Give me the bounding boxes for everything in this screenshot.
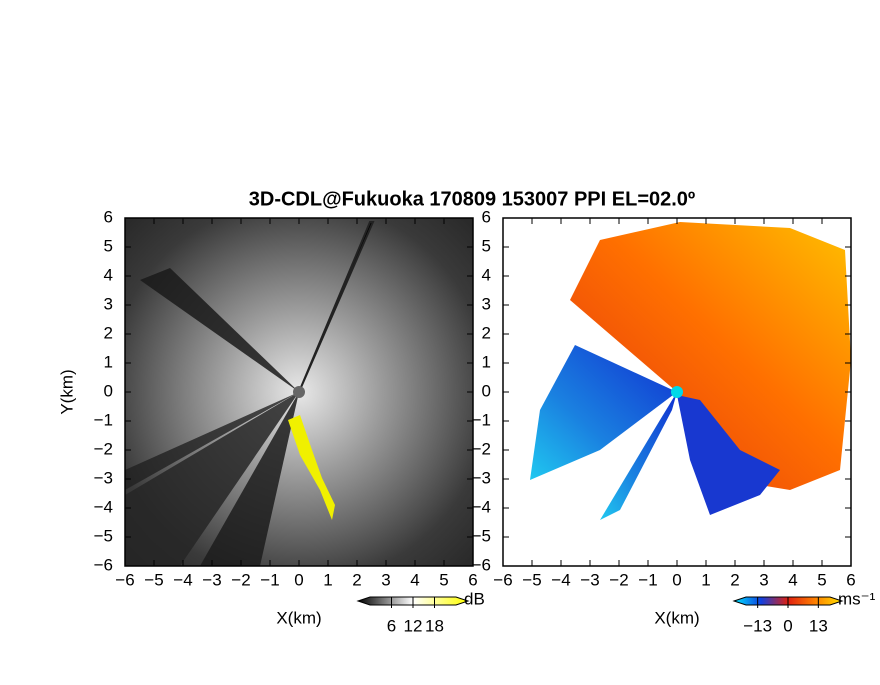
- y-tick-label: −3: [94, 468, 113, 487]
- figure-title: 3D-CDL@Fukuoka 170809 153007 PPI EL=02.0…: [249, 188, 695, 210]
- x-tick-label: −6: [493, 570, 512, 589]
- colorbar-tick-label: −13: [743, 616, 772, 635]
- y-tick-label: 1: [104, 352, 113, 371]
- y-axis-label: Y(km): [57, 369, 76, 414]
- y-tick-label: 0: [104, 381, 113, 400]
- x-tick-label: 1: [701, 570, 710, 589]
- y-tick-label: −1: [472, 410, 491, 429]
- y-tick-label: −5: [94, 526, 113, 545]
- x-tick-label: 5: [439, 570, 448, 589]
- y-tick-label: −1: [94, 410, 113, 429]
- colorbar-tick-label: 6: [387, 616, 396, 635]
- x-axis-label: X(km): [276, 608, 321, 627]
- x-tick-label: 0: [672, 570, 681, 589]
- y-tick-label: 3: [104, 294, 113, 313]
- y-tick-label: −6: [472, 555, 491, 574]
- x-tick-label: 0: [294, 570, 303, 589]
- y-tick-label: 6: [104, 207, 113, 226]
- y-tick-label: −5: [472, 526, 491, 545]
- x-tick-label: 5: [817, 570, 826, 589]
- x-tick-label: −3: [202, 570, 221, 589]
- x-tick-label: −3: [580, 570, 599, 589]
- x-tick-label: −4: [173, 570, 192, 589]
- x-tick-label: −6: [115, 570, 134, 589]
- colorbar-label: dB: [464, 589, 485, 608]
- y-tick-label: 4: [104, 265, 113, 284]
- y-tick-label: 6: [482, 207, 491, 226]
- x-tick-label: 6: [468, 570, 477, 589]
- y-tick-label: −4: [94, 497, 113, 516]
- colorbar-tick-label: 0: [783, 616, 792, 635]
- colorbar-tick-label: 13: [809, 616, 828, 635]
- x-tick-label: −1: [260, 570, 279, 589]
- x-tick-label: −5: [522, 570, 541, 589]
- x-tick-label: 2: [730, 570, 739, 589]
- x-tick-label: 4: [410, 570, 419, 589]
- x-tick-label: 1: [323, 570, 332, 589]
- y-tick-label: −4: [472, 497, 491, 516]
- reflectivity-image: [125, 218, 473, 566]
- y-tick-label: 0: [482, 381, 491, 400]
- y-tick-label: −6: [94, 555, 113, 574]
- x-tick-label: −1: [638, 570, 657, 589]
- colorbar-label: ms⁻¹: [838, 589, 876, 608]
- y-tick-label: 1: [482, 352, 491, 371]
- y-tick-label: 4: [482, 265, 491, 284]
- y-tick-label: 3: [482, 294, 491, 313]
- x-axis-label: X(km): [654, 608, 699, 627]
- x-tick-label: −5: [144, 570, 163, 589]
- y-tick-label: 2: [104, 323, 113, 342]
- y-tick-label: 2: [482, 323, 491, 342]
- colorbar-tick-label: 18: [425, 616, 444, 635]
- x-tick-label: 2: [352, 570, 361, 589]
- y-tick-label: −2: [94, 439, 113, 458]
- y-tick-label: 5: [482, 236, 491, 255]
- x-tick-label: 3: [381, 570, 390, 589]
- x-tick-label: 4: [788, 570, 797, 589]
- x-tick-label: −2: [609, 570, 628, 589]
- y-tick-label: −2: [472, 439, 491, 458]
- x-tick-label: 6: [846, 570, 855, 589]
- colorbar-tick-label: 12: [404, 616, 423, 635]
- velocity-image: [530, 222, 851, 520]
- x-tick-label: −4: [551, 570, 570, 589]
- y-tick-label: −3: [472, 468, 491, 487]
- x-tick-label: −2: [231, 570, 250, 589]
- y-tick-label: 5: [104, 236, 113, 255]
- x-tick-label: 3: [759, 570, 768, 589]
